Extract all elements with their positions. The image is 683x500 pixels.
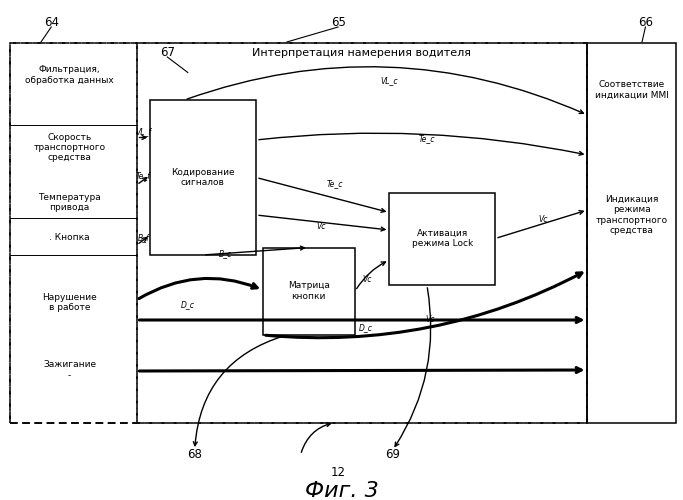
Text: Te_c: Te_c (419, 134, 435, 143)
Text: 68: 68 (187, 448, 202, 462)
Text: Нарушение
в работе: Нарушение в работе (42, 293, 97, 312)
Text: Скорость
транспортного
средства: Скорость транспортного средства (33, 132, 106, 162)
Text: D_c: D_c (181, 300, 195, 310)
Text: Vc: Vc (538, 214, 548, 224)
Text: VL_c: VL_c (380, 76, 398, 86)
Text: Соответствие
индикации MMI: Соответствие индикации MMI (595, 80, 669, 100)
Text: Индикация
режима
транспортного
средства: Индикация режима транспортного средства (596, 195, 668, 235)
Bar (150, 100, 256, 255)
Text: Матрица
кнопки: Матрица кнопки (288, 282, 330, 300)
Text: 66: 66 (638, 16, 653, 29)
Text: . Кнопка: . Кнопка (49, 233, 90, 242)
Text: Температура
привода: Температура привода (38, 193, 101, 212)
Text: Te_c: Te_c (326, 180, 343, 188)
Bar (10, 42, 137, 422)
Text: Vc: Vc (363, 276, 372, 284)
Text: Кодирование
сигналов: Кодирование сигналов (171, 168, 235, 187)
Bar (10, 42, 587, 422)
Bar (587, 42, 676, 422)
Text: VL_f: VL_f (135, 128, 152, 136)
Text: 64: 64 (44, 16, 59, 29)
Text: Vc: Vc (426, 314, 435, 324)
Text: Зажигание
-: Зажигание - (43, 360, 96, 380)
Text: Vc: Vc (316, 222, 326, 231)
Text: 65: 65 (331, 16, 346, 29)
Text: 69: 69 (385, 448, 400, 462)
Text: 12: 12 (331, 466, 346, 479)
Text: 67: 67 (160, 46, 175, 59)
Bar (263, 248, 355, 335)
Text: B_c: B_c (219, 249, 232, 258)
Text: D_c: D_c (359, 323, 372, 332)
Text: Активация
режима Lock: Активация режима Lock (412, 229, 473, 248)
Bar (389, 192, 495, 285)
Text: Фильтрация,
обработка данных: Фильтрация, обработка данных (25, 66, 114, 84)
Text: Фиг. 3: Фиг. 3 (305, 481, 378, 500)
Text: Te_f: Te_f (136, 172, 151, 180)
Text: Интерпретация намерения водителя: Интерпретация намерения водителя (253, 48, 471, 58)
Text: B_f: B_f (137, 233, 150, 242)
Bar (137, 42, 587, 422)
